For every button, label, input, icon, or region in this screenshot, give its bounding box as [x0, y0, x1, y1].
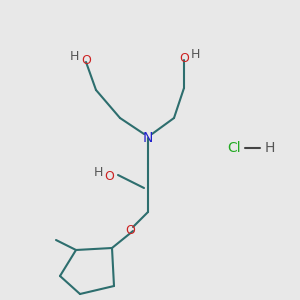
- Text: O: O: [104, 169, 114, 182]
- Text: O: O: [125, 224, 135, 236]
- Text: H: H: [265, 141, 275, 155]
- Text: H: H: [69, 50, 79, 64]
- Text: O: O: [81, 53, 91, 67]
- Text: O: O: [179, 52, 189, 64]
- Text: N: N: [143, 131, 153, 145]
- Text: Cl: Cl: [227, 141, 241, 155]
- Text: H: H: [190, 49, 200, 62]
- Text: H: H: [93, 167, 103, 179]
